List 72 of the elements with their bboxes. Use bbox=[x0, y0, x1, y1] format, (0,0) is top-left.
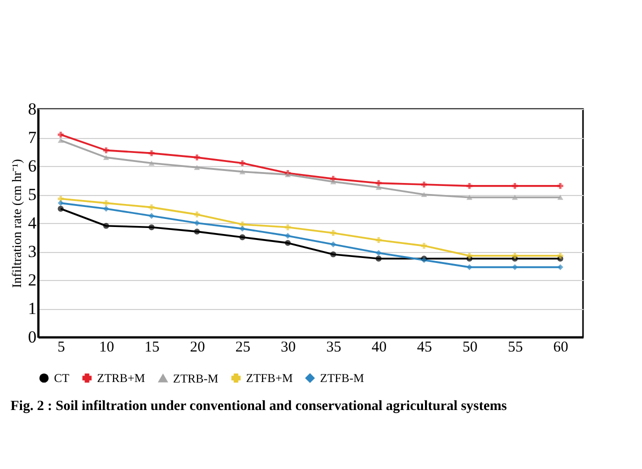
y-tick-label: 8 bbox=[28, 100, 36, 118]
point bbox=[58, 200, 64, 206]
point bbox=[512, 182, 518, 189]
x-tick-label: 20 bbox=[190, 340, 205, 356]
legend-label: ZTFB+M bbox=[246, 371, 294, 386]
point bbox=[239, 234, 246, 240]
point bbox=[103, 200, 110, 206]
x-tick-label: 50 bbox=[462, 340, 478, 356]
point bbox=[194, 220, 200, 226]
point bbox=[148, 212, 154, 219]
point bbox=[466, 194, 472, 200]
y-tick-label: 7 bbox=[28, 128, 37, 147]
point bbox=[330, 230, 336, 236]
point bbox=[330, 251, 336, 258]
y-tick-label: 1 bbox=[28, 299, 36, 318]
caption: Fig. 2 : Soil infiltration under conventional and conservational agricultural systems bbox=[10, 399, 508, 414]
point bbox=[376, 237, 382, 244]
x-tick-label: 30 bbox=[280, 340, 296, 356]
point bbox=[512, 194, 518, 200]
legend-label: CT bbox=[54, 371, 70, 386]
point bbox=[421, 192, 427, 198]
point bbox=[194, 228, 200, 234]
x-tick-label: 15 bbox=[144, 340, 160, 356]
point bbox=[58, 206, 64, 212]
point bbox=[103, 147, 110, 154]
x-tick-label: 60 bbox=[553, 340, 568, 356]
point bbox=[376, 180, 382, 186]
y-tick-label: 4 bbox=[28, 214, 37, 232]
point bbox=[421, 242, 427, 249]
legend-label: ZTRB-M bbox=[173, 371, 219, 386]
point bbox=[194, 164, 200, 170]
point bbox=[239, 169, 246, 174]
point bbox=[284, 232, 291, 239]
y-tick-label: 3 bbox=[28, 242, 36, 261]
point bbox=[148, 224, 154, 230]
x-tick-label: 55 bbox=[508, 340, 523, 356]
point bbox=[512, 252, 518, 259]
x-tick-label: 5 bbox=[57, 340, 65, 356]
point bbox=[239, 160, 246, 166]
point bbox=[330, 179, 336, 184]
y-tick-label: 5 bbox=[28, 185, 36, 204]
point bbox=[103, 222, 110, 229]
point bbox=[557, 182, 564, 189]
point bbox=[148, 150, 154, 156]
point bbox=[376, 184, 382, 190]
point bbox=[284, 240, 291, 246]
point bbox=[58, 132, 64, 138]
legend-label: ZTFB-M bbox=[320, 371, 364, 386]
x-tick-label: 45 bbox=[417, 340, 432, 356]
point bbox=[330, 241, 336, 248]
point bbox=[284, 224, 291, 230]
point bbox=[466, 264, 472, 270]
legend-label: ZTRB+M bbox=[97, 371, 146, 386]
x-tick-label: 35 bbox=[326, 340, 342, 356]
point bbox=[557, 194, 564, 200]
y-tick-label: 2 bbox=[28, 270, 36, 290]
point bbox=[376, 256, 382, 262]
point bbox=[376, 250, 382, 256]
x-tick-label: 25 bbox=[235, 340, 250, 356]
y-tick-label: 0 bbox=[28, 328, 36, 346]
point bbox=[148, 160, 154, 166]
point bbox=[148, 204, 154, 210]
point bbox=[58, 138, 64, 143]
point bbox=[239, 226, 246, 232]
y-tick-label: 6 bbox=[28, 156, 36, 176]
x-tick-label: 40 bbox=[372, 340, 387, 356]
point bbox=[103, 154, 110, 160]
x-tick-label: 10 bbox=[99, 340, 114, 356]
y-axis-title: Infiltration rate (cm hr⁻¹) bbox=[9, 159, 24, 288]
point bbox=[103, 206, 110, 212]
point bbox=[466, 252, 472, 259]
point bbox=[557, 252, 564, 259]
